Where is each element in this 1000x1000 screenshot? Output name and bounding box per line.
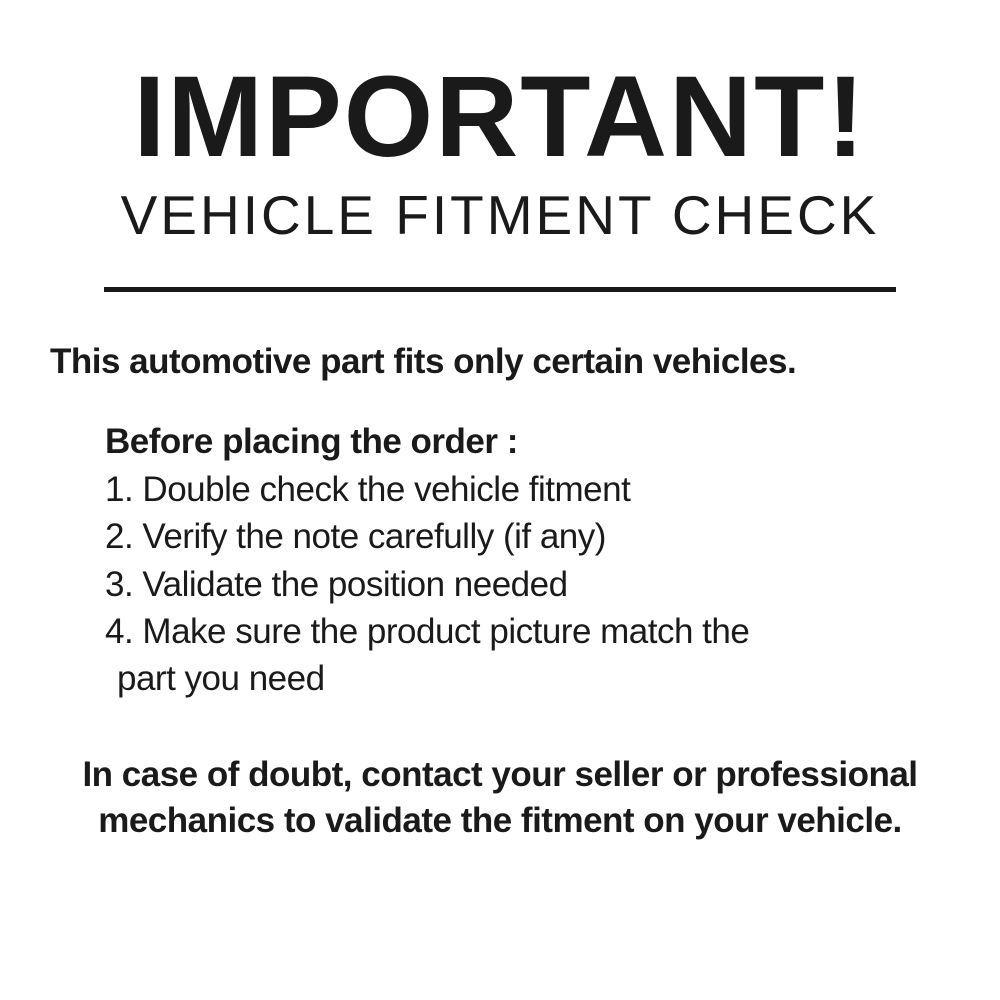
footer-text: In case of doubt, contact your seller or… — [50, 752, 950, 843]
instructions-block: Before placing the order : 1. Double che… — [50, 422, 950, 702]
instructions-header: Before placing the order : — [105, 422, 950, 462]
instruction-item-1: 1. Double check the vehicle fitment — [105, 466, 950, 513]
instruction-item-3: 3. Validate the position needed — [105, 561, 950, 608]
instruction-item-4: 4. Make sure the product picture match t… — [105, 608, 950, 655]
heading-sub: VEHICLE FITMENT CHECK — [50, 183, 950, 247]
instruction-item-2: 2. Verify the note carefully (if any) — [105, 513, 950, 560]
divider-line — [104, 287, 896, 292]
instruction-item-4-cont: part you need — [105, 655, 950, 702]
intro-text: This automotive part fits only certain v… — [50, 342, 950, 382]
heading-main: IMPORTANT! — [50, 60, 950, 175]
